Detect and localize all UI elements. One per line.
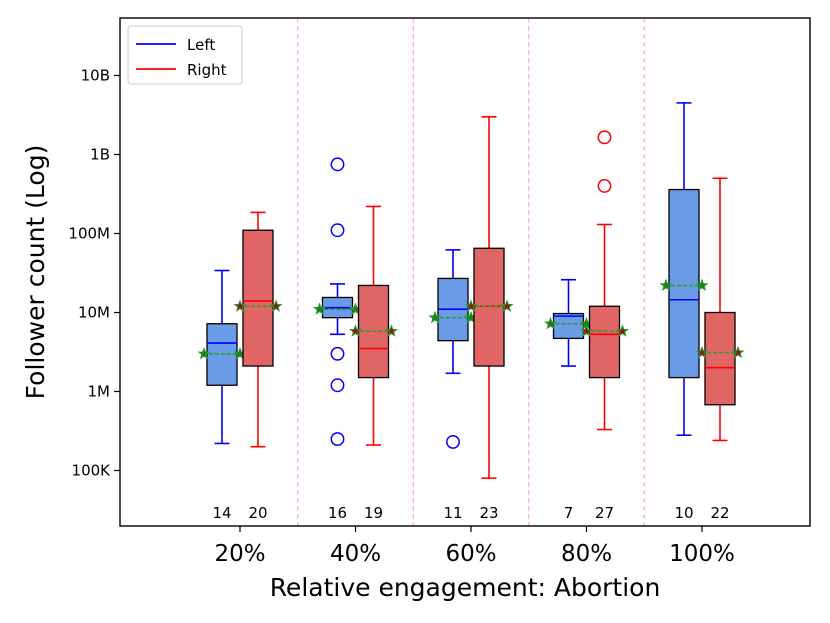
plot-frame	[119, 17, 811, 527]
legend-left-label: Left	[187, 36, 215, 54]
category-dividers	[297, 18, 645, 526]
box-left-80pct	[543, 278, 594, 367]
mean-star-marker	[384, 324, 399, 337]
mean-star-marker	[312, 302, 327, 315]
box-right-40pct	[348, 205, 399, 446]
box-left-100pct	[659, 102, 709, 436]
count-label-right: 23	[479, 504, 498, 522]
mean-star-marker	[615, 324, 630, 337]
outlier-point	[446, 434, 460, 449]
outlier-point	[330, 346, 345, 361]
plot-background	[120, 18, 810, 526]
y-tick-label: 10B	[81, 67, 110, 85]
box-right-80pct	[579, 130, 630, 431]
sample-counts: 14 16 11 7 10 20 19 23 27 22	[212, 504, 729, 522]
x-tick-label: 60%	[445, 541, 496, 567]
count-label-right: 20	[248, 504, 267, 522]
y-axis: 100K 1M 10M 100M 1B 10B	[68, 67, 120, 480]
mean-star-marker	[543, 316, 558, 330]
box-left-40pct	[312, 157, 363, 447]
mean-star-marker	[695, 278, 709, 292]
count-label-right: 19	[364, 504, 383, 522]
iqr-box	[473, 247, 505, 367]
count-label-left: 7	[564, 504, 574, 522]
outlier-point	[330, 378, 345, 393]
count-label-left: 10	[674, 504, 693, 522]
outlier-point	[330, 432, 345, 447]
x-tick-label: 100%	[669, 541, 735, 567]
mean-star-marker	[464, 299, 478, 312]
mean-star-marker	[500, 299, 514, 312]
mean-star-marker	[659, 278, 673, 292]
box-marks	[197, 102, 745, 479]
mean-star-marker	[348, 324, 363, 337]
y-tick-label: 1B	[90, 146, 110, 164]
count-label-left: 11	[443, 504, 462, 522]
legend-right-label: Right	[187, 61, 227, 79]
mean-star-marker	[197, 346, 211, 360]
iqr-box	[242, 229, 274, 367]
legend: Left Right	[127, 25, 243, 85]
mean-star-marker	[233, 299, 247, 312]
iqr-box	[668, 188, 700, 379]
box-right-20pct	[233, 211, 283, 448]
iqr-box	[588, 305, 621, 379]
y-tick-label: 100M	[68, 225, 110, 243]
y-tick-label: 10M	[78, 304, 110, 322]
mean-star-marker	[731, 345, 745, 359]
box-right-60pct	[464, 116, 514, 479]
x-axis: 20% 40% 60% 80% 100%	[214, 526, 735, 567]
outlier-point	[330, 157, 345, 172]
box-right-100pct	[695, 177, 745, 442]
mean-star-marker	[428, 310, 442, 324]
count-label-left: 16	[328, 504, 347, 522]
x-tick-label: 20%	[214, 541, 265, 567]
outlier-point	[597, 178, 612, 193]
y-tick-label: 1M	[88, 383, 111, 401]
box-left-60pct	[428, 249, 478, 449]
mean-star-marker	[579, 324, 594, 337]
count-label-left: 14	[212, 504, 231, 522]
count-label-right: 27	[595, 504, 614, 522]
y-axis-label: Follower count (Log)	[21, 145, 50, 400]
y-tick-label: 100K	[72, 462, 112, 480]
iqr-box	[552, 312, 585, 340]
count-label-right: 22	[710, 504, 729, 522]
x-axis-label: Relative engagement: Abortion	[270, 573, 661, 602]
x-tick-label: 80%	[561, 541, 612, 567]
x-tick-label: 40%	[330, 541, 381, 567]
mean-star-marker	[269, 299, 283, 312]
mean-star-marker	[695, 345, 709, 359]
outlier-point	[330, 223, 345, 238]
iqr-box	[704, 311, 736, 406]
outlier-point	[597, 130, 612, 145]
